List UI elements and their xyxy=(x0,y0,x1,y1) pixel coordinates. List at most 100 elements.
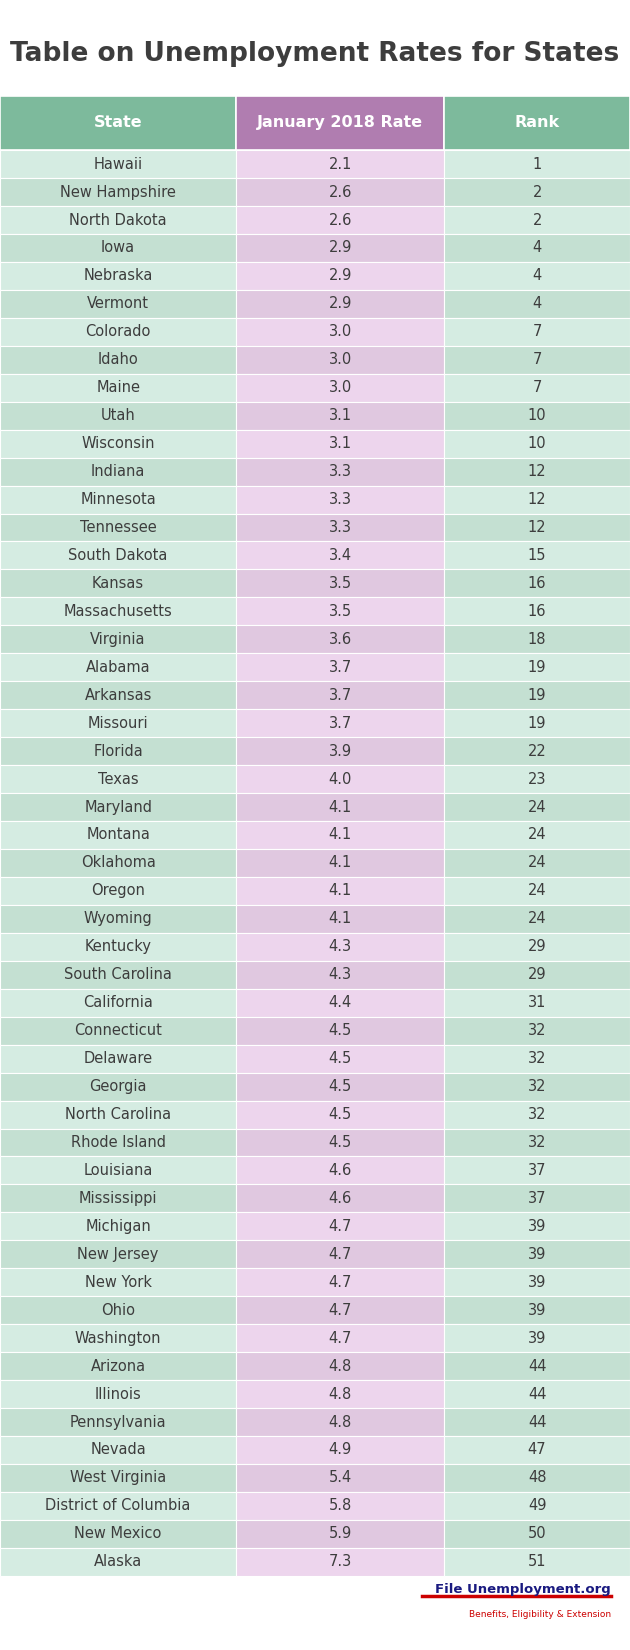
Text: 4.6: 4.6 xyxy=(329,1191,352,1206)
Text: January 2018 Rate: January 2018 Rate xyxy=(257,116,423,130)
Bar xyxy=(0,850,236,876)
Text: Connecticut: Connecticut xyxy=(74,1023,162,1038)
Bar xyxy=(0,1520,236,1548)
Text: Ohio: Ohio xyxy=(101,1304,135,1318)
Text: 4.0: 4.0 xyxy=(328,772,352,787)
Bar xyxy=(444,513,630,541)
Bar xyxy=(236,234,444,262)
Text: 39: 39 xyxy=(528,1304,546,1318)
Text: District of Columbia: District of Columbia xyxy=(45,1498,191,1513)
Bar xyxy=(0,346,236,375)
Bar xyxy=(236,429,444,457)
Text: Arkansas: Arkansas xyxy=(84,688,152,703)
Bar xyxy=(236,1407,444,1436)
Text: 7: 7 xyxy=(532,353,542,368)
Bar xyxy=(0,1101,236,1129)
Bar xyxy=(0,1297,236,1325)
Text: Tennessee: Tennessee xyxy=(80,520,156,535)
Text: North Carolina: North Carolina xyxy=(65,1107,171,1122)
Text: 3.5: 3.5 xyxy=(329,604,352,619)
Bar xyxy=(0,262,236,290)
Text: 47: 47 xyxy=(528,1442,546,1457)
Bar xyxy=(0,766,236,794)
Bar xyxy=(0,988,236,1016)
Bar xyxy=(444,1492,630,1520)
Bar xyxy=(444,290,630,318)
Bar xyxy=(236,766,444,794)
Text: 44: 44 xyxy=(528,1358,546,1373)
Bar xyxy=(0,150,236,178)
Text: Louisiana: Louisiana xyxy=(83,1163,153,1178)
Text: 4.1: 4.1 xyxy=(329,800,352,815)
Text: Washington: Washington xyxy=(75,1330,161,1346)
Bar xyxy=(444,1436,630,1464)
Bar xyxy=(444,262,630,290)
Text: Nevada: Nevada xyxy=(90,1442,146,1457)
Text: Massachusetts: Massachusetts xyxy=(64,604,173,619)
Bar xyxy=(236,1129,444,1157)
Bar xyxy=(0,625,236,653)
Bar xyxy=(0,1379,236,1407)
Bar xyxy=(444,1213,630,1241)
Text: Delaware: Delaware xyxy=(84,1051,152,1066)
Text: Virginia: Virginia xyxy=(90,632,146,647)
Text: Missouri: Missouri xyxy=(88,716,149,731)
Text: File Unemployment.org: File Unemployment.org xyxy=(435,1582,611,1596)
Bar xyxy=(444,988,630,1016)
Bar xyxy=(236,485,444,513)
Text: 37: 37 xyxy=(528,1191,546,1206)
Text: 2.9: 2.9 xyxy=(328,297,352,312)
Bar xyxy=(444,850,630,876)
Text: 3.0: 3.0 xyxy=(329,325,352,340)
Bar xyxy=(0,318,236,346)
Text: 4.7: 4.7 xyxy=(328,1304,352,1318)
Text: 4.8: 4.8 xyxy=(329,1358,352,1373)
Bar xyxy=(444,597,630,625)
Text: Illinois: Illinois xyxy=(94,1386,142,1401)
Bar xyxy=(236,262,444,290)
Text: 2.6: 2.6 xyxy=(328,213,352,228)
Bar xyxy=(236,1101,444,1129)
Bar xyxy=(236,850,444,876)
Text: 4.1: 4.1 xyxy=(329,883,352,898)
Bar xyxy=(444,485,630,513)
Text: Wyoming: Wyoming xyxy=(84,911,152,926)
Bar xyxy=(444,569,630,597)
Bar xyxy=(444,206,630,234)
Text: 4.7: 4.7 xyxy=(328,1219,352,1234)
Text: 10: 10 xyxy=(528,436,546,450)
Text: 29: 29 xyxy=(528,967,546,982)
Bar xyxy=(0,960,236,988)
Text: 3.9: 3.9 xyxy=(329,744,352,759)
Bar xyxy=(236,932,444,960)
Text: 12: 12 xyxy=(528,464,546,478)
Bar xyxy=(0,794,236,822)
Text: Georgia: Georgia xyxy=(89,1079,147,1094)
Text: 3.3: 3.3 xyxy=(329,520,352,535)
Bar xyxy=(444,346,630,375)
Text: 2.6: 2.6 xyxy=(328,185,352,200)
Bar xyxy=(0,375,236,401)
Text: 4.5: 4.5 xyxy=(329,1079,352,1094)
Text: 16: 16 xyxy=(528,604,546,619)
Bar xyxy=(236,1072,444,1101)
Bar xyxy=(236,1269,444,1297)
Text: Pennsylvania: Pennsylvania xyxy=(70,1414,166,1429)
Bar xyxy=(236,1492,444,1520)
Text: 24: 24 xyxy=(528,911,546,926)
Bar xyxy=(444,1072,630,1101)
Bar xyxy=(0,1241,236,1269)
Text: 4.3: 4.3 xyxy=(329,939,352,954)
Text: Maryland: Maryland xyxy=(84,800,152,815)
Text: Montana: Montana xyxy=(86,828,150,843)
Text: 2.9: 2.9 xyxy=(328,241,352,256)
Text: 4.5: 4.5 xyxy=(329,1051,352,1066)
Bar xyxy=(0,96,236,150)
Text: 7.3: 7.3 xyxy=(329,1554,352,1569)
Bar xyxy=(0,541,236,569)
Text: South Carolina: South Carolina xyxy=(64,967,172,982)
Bar xyxy=(0,457,236,485)
Text: California: California xyxy=(83,995,153,1010)
Bar xyxy=(236,653,444,681)
Text: Alabama: Alabama xyxy=(86,660,151,675)
